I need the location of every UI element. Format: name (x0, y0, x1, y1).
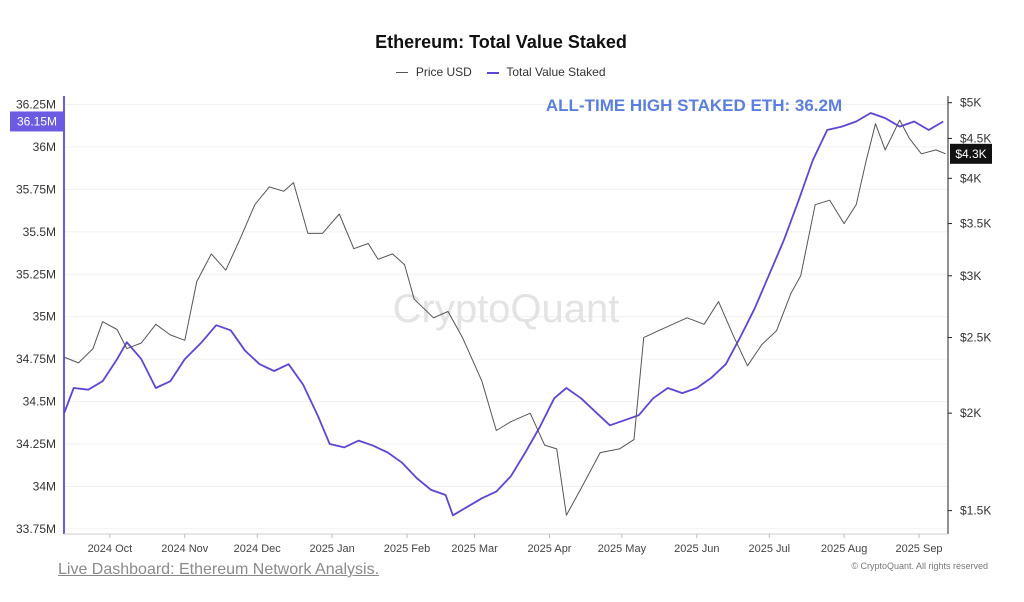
legend-item-price[interactable]: Price USD (396, 65, 472, 79)
right-current-badge (950, 143, 992, 164)
left-tick-label: 34.5M (23, 395, 56, 409)
axes (63, 96, 949, 535)
left-tick-label: 35.75M (16, 182, 56, 196)
chart-title: Ethereum: Total Value Staked (375, 32, 627, 52)
grid (64, 103, 948, 530)
left-tick-label: 36.25M (16, 97, 56, 111)
x-tick-label: 2025 Feb (384, 543, 430, 555)
x-tick-label: 2024 Dec (234, 543, 282, 555)
left-axis-ticks: 36.25M 36M 35.75M 35.5M 35.25M 35M 34.75M 34.5M… (16, 97, 56, 535)
right-tick-label: $2K (960, 406, 981, 420)
live-dashboard-link[interactable]: Live Dashboard: Ethereum Network Analysi… (58, 561, 380, 578)
right-current-badge-label: $4.3K (955, 147, 986, 161)
watermark: CryptoQuant (393, 287, 620, 331)
right-axis-ticks: $5K $4.5K $4K $3.5K $3K $2.5K $2K $1.5K (948, 96, 991, 518)
legend-label-staked: Total Value Staked (506, 65, 606, 79)
x-tick-label: 2025 Jan (309, 543, 354, 555)
left-tick-label: 35.5M (23, 225, 56, 239)
right-tick-label: $3.5K (960, 217, 991, 231)
x-tick-label: 2025 Mar (451, 543, 498, 555)
x-tick-label: 2025 Jun (674, 543, 719, 555)
x-tick-label: 2024 Oct (88, 543, 133, 555)
x-axis-ticks: 2024 Oct 2024 Nov 2024 Dec 2025 Jan 2025 Feb… (88, 534, 943, 555)
legend-item-staked[interactable]: Total Value Staked (487, 65, 606, 79)
left-current-badge-label: 36.15M (17, 114, 57, 128)
x-tick-label: 2025 Aug (821, 543, 868, 555)
x-tick-label: 2025 Jul (748, 543, 790, 555)
right-tick-label: $5K (960, 96, 981, 110)
left-tick-label: 33.75M (16, 522, 56, 536)
legend-swatch-staked (487, 71, 500, 74)
x-tick-label: 2025 Apr (527, 543, 571, 555)
left-tick-label: 35.25M (16, 267, 56, 281)
copyright: © CryptoQuant. All rights reserved (851, 561, 988, 571)
left-tick-label: 34.25M (16, 437, 56, 451)
series (63, 112, 946, 517)
x-tick-label: 2024 Nov (161, 543, 209, 555)
x-tick-label: 2025 Sep (895, 543, 942, 555)
right-tick-label: $2.5K (960, 331, 991, 345)
left-tick-label: 35M (33, 310, 56, 324)
legend: Price USD Total Value Staked (0, 65, 1002, 79)
right-tick-label: $3K (960, 269, 981, 283)
right-tick-label: $4K (960, 171, 981, 185)
ath-annotation: ALL-TIME HIGH STAKED ETH: 36.2M (546, 96, 842, 115)
x-tick-label: 2025 May (598, 543, 647, 555)
legend-swatch-price (396, 72, 409, 74)
total-value-staked-line (63, 112, 944, 517)
left-tick-label: 34.75M (16, 352, 56, 366)
current-value-badges: 36.15M $4.3K (10, 111, 992, 164)
left-current-badge (10, 111, 64, 132)
left-tick-label: 34M (33, 479, 56, 493)
left-tick-label: 36M (33, 140, 56, 154)
right-tick-label: $4.5K (960, 131, 991, 145)
price-usd-line (63, 119, 946, 516)
right-tick-label: $1.5K (960, 504, 991, 518)
legend-label-price: Price USD (415, 65, 472, 79)
